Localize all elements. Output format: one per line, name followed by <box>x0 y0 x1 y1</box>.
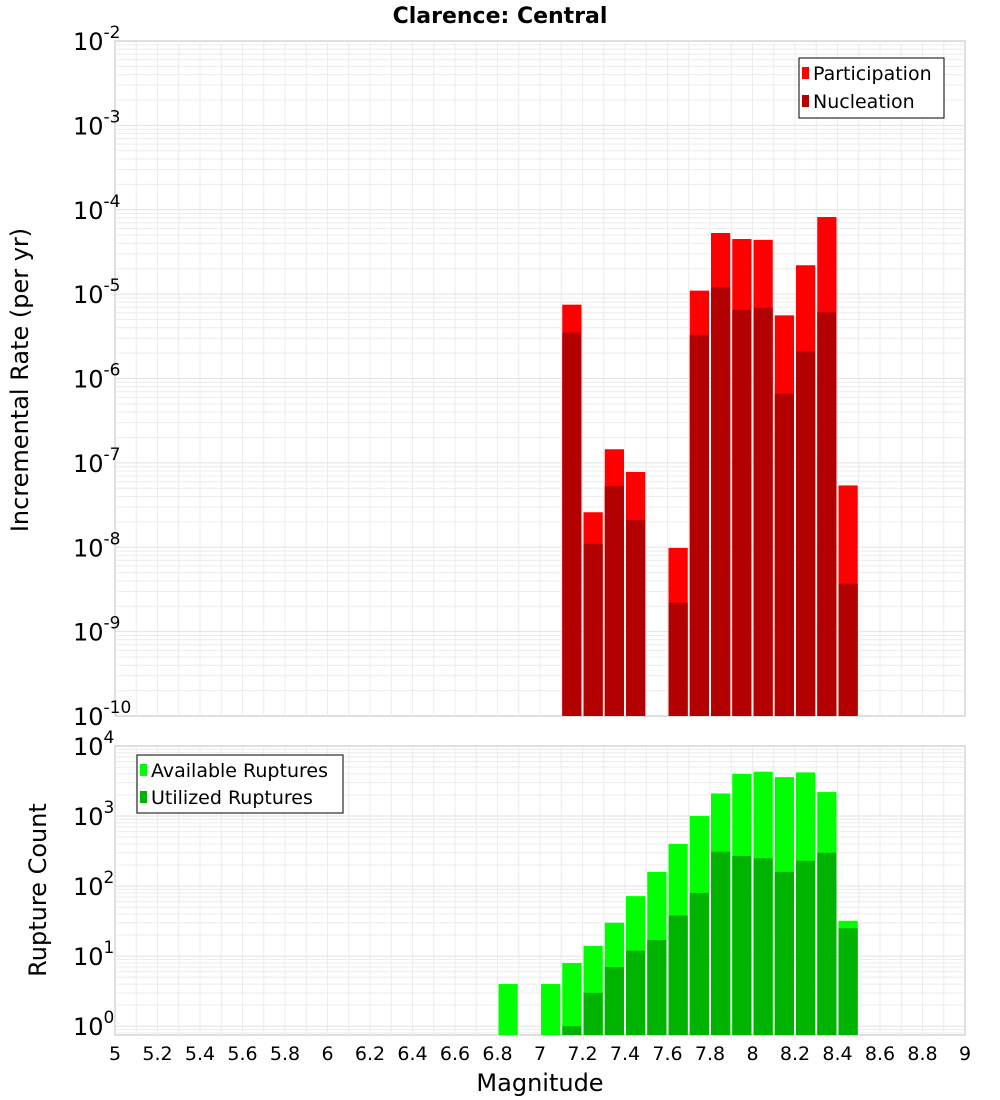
x-tick-label: 6 <box>321 1043 333 1065</box>
bar-nucleation <box>817 312 837 716</box>
bar-nucleation <box>689 334 709 716</box>
top-plot-incremental-rate: 10-10 10-9 10-8 10-7 10-6 10-5 10-4 10-3 10-2 In… <box>6 23 966 731</box>
bar-available-ruptures <box>498 984 518 1035</box>
y-tick-label: 10-4 <box>73 192 121 225</box>
x-tick-label: 7.8 <box>695 1043 725 1065</box>
legend-swatch-nucleation <box>802 95 809 107</box>
bottom-y-axis-label: Rupture Count <box>24 803 52 977</box>
bar-utilized-ruptures <box>796 860 816 1035</box>
bar-nucleation <box>732 309 752 716</box>
bar-utilized-ruptures <box>626 950 646 1035</box>
y-tick-label: 100 <box>73 1008 114 1041</box>
bottom-legend-box <box>136 754 344 814</box>
x-tick-label: 7.6 <box>652 1043 682 1065</box>
legend-label-available: Available Ruptures <box>151 760 328 782</box>
y-tick-label: 102 <box>73 868 114 901</box>
bar-utilized-ruptures <box>562 1026 582 1035</box>
top-y-axis-label: Incremental Rate (per yr) <box>6 228 34 532</box>
legend-label-participation: Participation <box>813 63 932 85</box>
y-tick-label: 10-2 <box>73 23 121 56</box>
bottom-y-tick-labels: 100 101 102 103 104 <box>73 728 114 1041</box>
bar-nucleation <box>583 543 603 716</box>
bar-utilized-ruptures <box>753 858 773 1035</box>
y-tick-label: 104 <box>73 728 114 761</box>
x-tick-label: 5.4 <box>185 1043 215 1065</box>
legend-label-nucleation: Nucleation <box>813 91 915 113</box>
y-tick-label: 103 <box>73 798 114 831</box>
x-tick-label: 5.8 <box>270 1043 300 1065</box>
x-tick-label: 8.4 <box>822 1043 852 1065</box>
x-tick-label: 5.6 <box>227 1043 257 1065</box>
top-grid <box>115 41 965 716</box>
y-tick-label: 10-10 <box>73 698 131 731</box>
bar-utilized-ruptures <box>732 855 752 1035</box>
bar-utilized-ruptures <box>647 940 667 1035</box>
bar-nucleation <box>668 602 688 716</box>
bar-nucleation <box>711 287 731 716</box>
legend-swatch-available <box>140 764 147 776</box>
top-bars <box>562 217 858 716</box>
bar-utilized-ruptures <box>604 967 624 1035</box>
y-tick-label: 10-6 <box>73 361 121 394</box>
bottom-plot-rupture-count: 100 101 102 103 104 Rupture Count Available … <box>24 728 966 1041</box>
x-tick-label: 5 <box>109 1043 121 1065</box>
y-tick-label: 10-9 <box>73 614 121 647</box>
x-tick-label: 8 <box>746 1043 758 1065</box>
x-axis-label: Magnitude <box>476 1069 603 1097</box>
y-tick-label: 10-7 <box>73 445 121 478</box>
x-tick-label: 7.2 <box>567 1043 597 1065</box>
x-tick-label: 6.8 <box>482 1043 512 1065</box>
bar-available-ruptures <box>562 962 582 1035</box>
bar-utilized-ruptures <box>817 852 837 1035</box>
x-tick-label: 6.6 <box>440 1043 470 1065</box>
x-tick-label: 7 <box>534 1043 546 1065</box>
bottom-bars <box>498 771 858 1035</box>
bar-utilized-ruptures <box>711 851 731 1035</box>
bar-utilized-ruptures <box>583 992 603 1035</box>
y-tick-label: 10-5 <box>73 276 121 309</box>
y-tick-label: 10-8 <box>73 529 121 562</box>
legend-swatch-utilized <box>140 791 147 803</box>
x-tick-label: 6.2 <box>355 1043 385 1065</box>
x-tick-label: 8.6 <box>865 1043 895 1065</box>
bar-nucleation <box>562 332 582 716</box>
bottom-legend: Available Ruptures Utilized Ruptures <box>136 754 344 814</box>
bar-nucleation <box>774 393 794 716</box>
x-axis-tick-labels: 5 5.2 5.4 5.6 5.8 6 6.2 6.4 6.6 6.8 7 7.2 7.4 7.6 7.8 8… <box>109 1043 971 1065</box>
x-tick-label: 6.4 <box>397 1043 427 1065</box>
y-tick-label: 101 <box>73 938 114 971</box>
bar-utilized-ruptures <box>668 915 688 1035</box>
bar-nucleation <box>753 307 773 716</box>
top-legend-box <box>798 57 945 119</box>
bar-utilized-ruptures <box>774 871 794 1035</box>
x-tick-label: 8.2 <box>780 1043 810 1065</box>
x-tick-label: 8.8 <box>907 1043 937 1065</box>
bar-nucleation <box>796 351 816 716</box>
top-legend: Participation Nucleation <box>798 57 945 119</box>
y-tick-label: 10-3 <box>73 107 121 140</box>
x-tick-label: 7.4 <box>610 1043 640 1065</box>
x-tick-label: 5.2 <box>142 1043 172 1065</box>
bar-nucleation <box>626 520 646 716</box>
chart-title: Clarence: Central <box>393 4 608 29</box>
top-y-tick-labels: 10-10 10-9 10-8 10-7 10-6 10-5 10-4 10-3 10-2 <box>73 23 131 731</box>
x-tick-label: 9 <box>959 1043 971 1065</box>
bar-available-ruptures <box>541 984 561 1035</box>
bar-nucleation <box>604 486 624 716</box>
bar-utilized-ruptures <box>838 928 858 1035</box>
legend-swatch-participation <box>802 67 809 79</box>
bar-nucleation <box>838 583 858 716</box>
legend-label-utilized: Utilized Ruptures <box>151 787 313 809</box>
bar-utilized-ruptures <box>689 892 709 1035</box>
